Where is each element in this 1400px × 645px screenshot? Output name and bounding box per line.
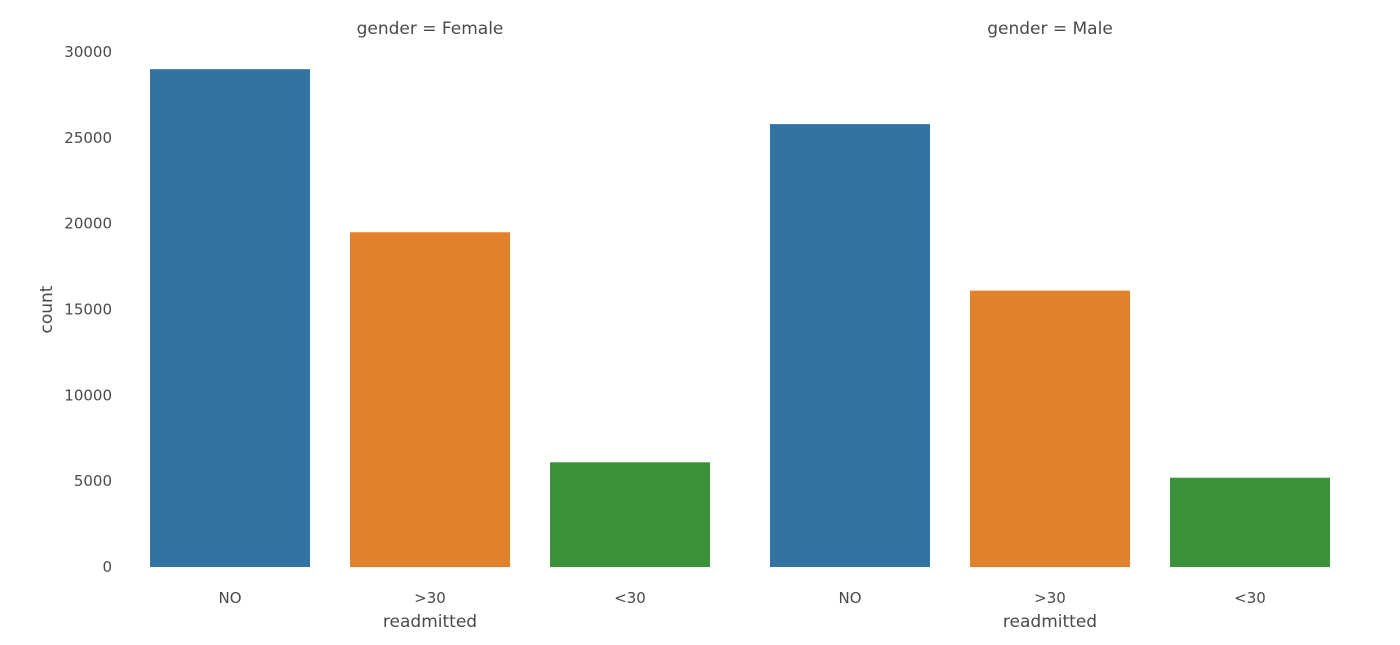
x-tick-label: >30 [414, 589, 446, 607]
bar-gt30 [970, 290, 1130, 567]
y-tick-label: 0 [102, 558, 112, 576]
y-tick-label: 10000 [64, 386, 112, 404]
y-tick-label: 20000 [64, 215, 112, 233]
y-tick-label: 30000 [64, 43, 112, 61]
y-tick-label: 15000 [64, 301, 112, 319]
x-tick-label: >30 [1034, 589, 1066, 607]
y-tick-label: 5000 [74, 472, 112, 490]
facet-female: gender = Female NO >30 <30 readmitted [150, 19, 710, 632]
facet-male: gender = Male NO >30 <30 readmitted [770, 19, 1330, 632]
bar-no [770, 124, 930, 567]
x-axis-label: readmitted [383, 612, 477, 632]
y-axis: 0 5000 10000 15000 20000 25000 30000 count [37, 43, 112, 576]
bar-gt30 [350, 232, 510, 567]
x-tick-label: NO [838, 589, 861, 607]
facet-title: gender = Female [357, 19, 504, 39]
facet-title: gender = Male [987, 19, 1113, 39]
x-tick-label: NO [218, 589, 241, 607]
x-tick-label: <30 [1234, 589, 1266, 607]
x-tick-label: <30 [614, 589, 646, 607]
bar-lt30 [550, 462, 710, 567]
y-tick-label: 25000 [64, 129, 112, 147]
bar-lt30 [1170, 477, 1330, 567]
x-axis-label: readmitted [1003, 612, 1097, 632]
y-axis-label: count [37, 285, 57, 333]
bar-no [150, 69, 310, 568]
